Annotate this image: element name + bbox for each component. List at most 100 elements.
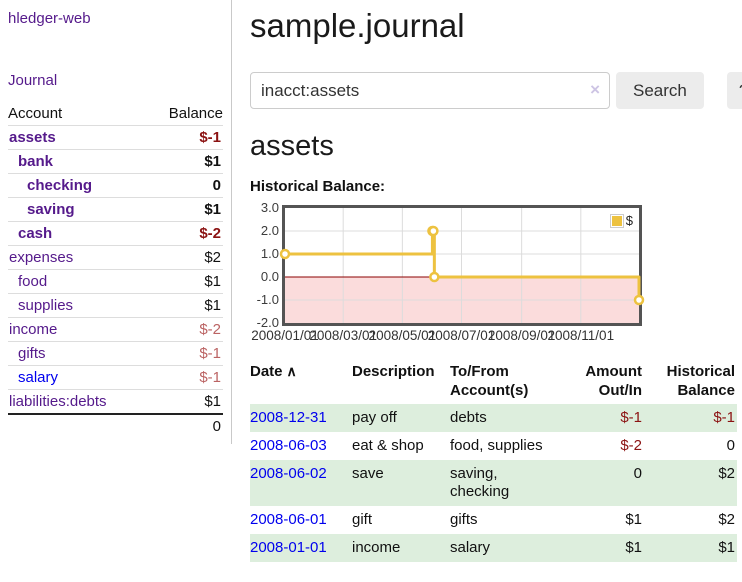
account-row: gifts $-1 xyxy=(8,341,223,366)
transaction-amount: $-1 xyxy=(620,409,642,426)
transaction-accounts: debts xyxy=(450,409,487,426)
transaction-balance: $-1 xyxy=(713,409,735,426)
x-tick-label: 2008/05/01 xyxy=(368,328,437,343)
search-input[interactable] xyxy=(250,72,610,109)
search-form: × Search ? xyxy=(250,72,742,109)
register-row: 2008-12-31 pay off debts $-1 $-1 xyxy=(250,404,737,432)
account-link[interactable]: salary xyxy=(18,369,59,386)
x-tick-label: 2008/07/01 xyxy=(427,328,496,343)
account-row: salary $-1 xyxy=(8,365,223,390)
account-link[interactable]: expenses xyxy=(9,249,74,266)
transaction-date-link[interactable]: 2008-06-02 xyxy=(250,465,327,482)
transaction-amount: 0 xyxy=(633,465,642,482)
register-header-row: Date ∧ Description To/From Account(s) Amo… xyxy=(250,358,737,404)
account-row: saving $1 xyxy=(8,197,223,222)
account-link[interactable]: assets xyxy=(9,129,56,146)
main-content: sample.journal × Search ? assets Histori… xyxy=(232,0,742,562)
column-header-balance: Historical Balance xyxy=(666,363,735,399)
balance-chart: 3.0 2.0 1.0 0.0 -1.0 -2.0 $ 2008/01/01 2008/03… xyxy=(250,200,742,344)
app: hledger-web Journal Account Balance asse… xyxy=(0,0,742,562)
accounts-table: Account Balance assets $-1 bank $1 check… xyxy=(8,102,223,438)
account-row: checking 0 xyxy=(8,173,223,198)
search-button[interactable]: Search xyxy=(616,72,704,109)
transaction-description: save xyxy=(352,465,384,482)
transaction-description: gift xyxy=(352,511,373,528)
transaction-accounts: salary xyxy=(450,539,491,556)
account-balance: $-1 xyxy=(199,369,221,386)
account-balance: 0 xyxy=(212,177,221,194)
account-balance: $-1 xyxy=(199,345,221,362)
transaction-date-link[interactable]: 2008-12-31 xyxy=(250,409,327,426)
y-tick-label: -1.0 xyxy=(256,292,279,307)
chart-plot-svg xyxy=(279,208,645,323)
chart-x-axis: 2008/01/01 2008/03/01 2008/05/01 2008/07/01… xyxy=(251,326,642,344)
account-balance: $1 xyxy=(204,153,221,170)
transaction-date-link[interactable]: 2008-06-03 xyxy=(250,437,327,454)
x-tick-label: 2008/03/01 xyxy=(309,328,377,343)
chart-y-axis: 3.0 2.0 1.0 0.0 -1.0 -2.0 xyxy=(250,200,282,330)
x-tick-label: 2008/11/01 xyxy=(547,328,615,343)
account-title: assets xyxy=(250,130,334,162)
accounts-total-row: 0 xyxy=(8,414,223,438)
account-link[interactable]: gifts xyxy=(18,345,46,362)
page-title: sample.journal xyxy=(250,7,465,44)
clear-search-icon[interactable]: × xyxy=(590,80,600,99)
register-row: 2008-06-03 eat & shop food, supplies $-2… xyxy=(250,432,737,460)
column-header-date[interactable]: Date ∧ xyxy=(250,363,297,380)
x-tick-label: 2008/01/01 xyxy=(251,328,319,343)
sort-ascending-icon: ∧ xyxy=(286,363,297,379)
register-row: 2008-06-01 gift gifts $1 $2 xyxy=(250,506,737,534)
transaction-balance: 0 xyxy=(726,437,735,454)
account-link[interactable]: saving xyxy=(27,201,75,218)
brand-link[interactable]: hledger-web xyxy=(8,10,91,27)
sidebar: hledger-web Journal Account Balance asse… xyxy=(0,0,232,444)
account-row: supplies $1 xyxy=(8,293,223,318)
chart-legend: $ xyxy=(609,213,633,228)
y-tick-label: -2.0 xyxy=(256,315,279,330)
y-tick-label: 3.0 xyxy=(260,200,279,215)
register-table-body: 2008-12-31 pay off debts $-1 $-1 2008-06… xyxy=(250,404,737,562)
transaction-amount: $-2 xyxy=(620,437,642,454)
account-row: bank $1 xyxy=(8,149,223,174)
account-link[interactable]: supplies xyxy=(18,297,74,314)
account-balance: $1 xyxy=(204,273,221,290)
sidebar-item-journal[interactable]: Journal xyxy=(8,72,58,89)
account-link[interactable]: checking xyxy=(27,177,93,194)
accounts-total-value: 0 xyxy=(212,418,221,435)
transaction-amount: $1 xyxy=(625,511,642,528)
account-row: income $-2 xyxy=(8,317,223,342)
help-button[interactable]: ? xyxy=(726,72,742,109)
account-row: liabilities:debts $1 xyxy=(8,389,223,415)
account-link[interactable]: income xyxy=(9,321,58,338)
register-table: Date ∧ Description To/From Account(s) Amo… xyxy=(250,358,737,562)
column-header-description: Description xyxy=(352,363,435,380)
account-balance: $-1 xyxy=(199,129,221,146)
account-row: assets $-1 xyxy=(8,125,223,150)
transaction-date-link[interactable]: 2008-01-01 xyxy=(250,539,327,556)
legend-swatch-border xyxy=(609,213,624,228)
y-tick-label: 0.0 xyxy=(260,269,279,284)
y-tick-label: 2.0 xyxy=(260,223,279,238)
column-header-amount: Amount Out/In xyxy=(585,363,642,399)
account-row: expenses $2 xyxy=(8,245,223,270)
transaction-balance: $2 xyxy=(718,511,735,528)
chart-label: Historical Balance: xyxy=(250,178,386,195)
transaction-balance: $1 xyxy=(718,539,735,556)
account-row: food $1 xyxy=(8,269,223,294)
transaction-amount: $1 xyxy=(625,539,642,556)
legend-label: $ xyxy=(625,213,633,228)
transaction-accounts: saving, checking xyxy=(450,465,510,500)
transaction-description: pay off xyxy=(352,409,397,426)
register-row: 2008-06-02 save saving, checking 0 $2 xyxy=(250,460,737,506)
balance-column-header: Balance xyxy=(168,105,223,122)
account-link[interactable]: bank xyxy=(18,153,54,170)
transaction-date-link[interactable]: 2008-06-01 xyxy=(250,511,327,528)
account-link[interactable]: liabilities:debts xyxy=(9,393,107,410)
account-link[interactable]: food xyxy=(18,273,48,290)
register-row: 2008-01-01 income salary $1 $1 xyxy=(250,534,737,562)
account-link[interactable]: cash xyxy=(18,225,53,242)
transaction-description: income xyxy=(352,539,401,556)
search-input-wrap: × xyxy=(250,72,610,109)
account-balance: $1 xyxy=(204,393,221,410)
column-header-accounts: To/From Account(s) xyxy=(450,363,529,399)
